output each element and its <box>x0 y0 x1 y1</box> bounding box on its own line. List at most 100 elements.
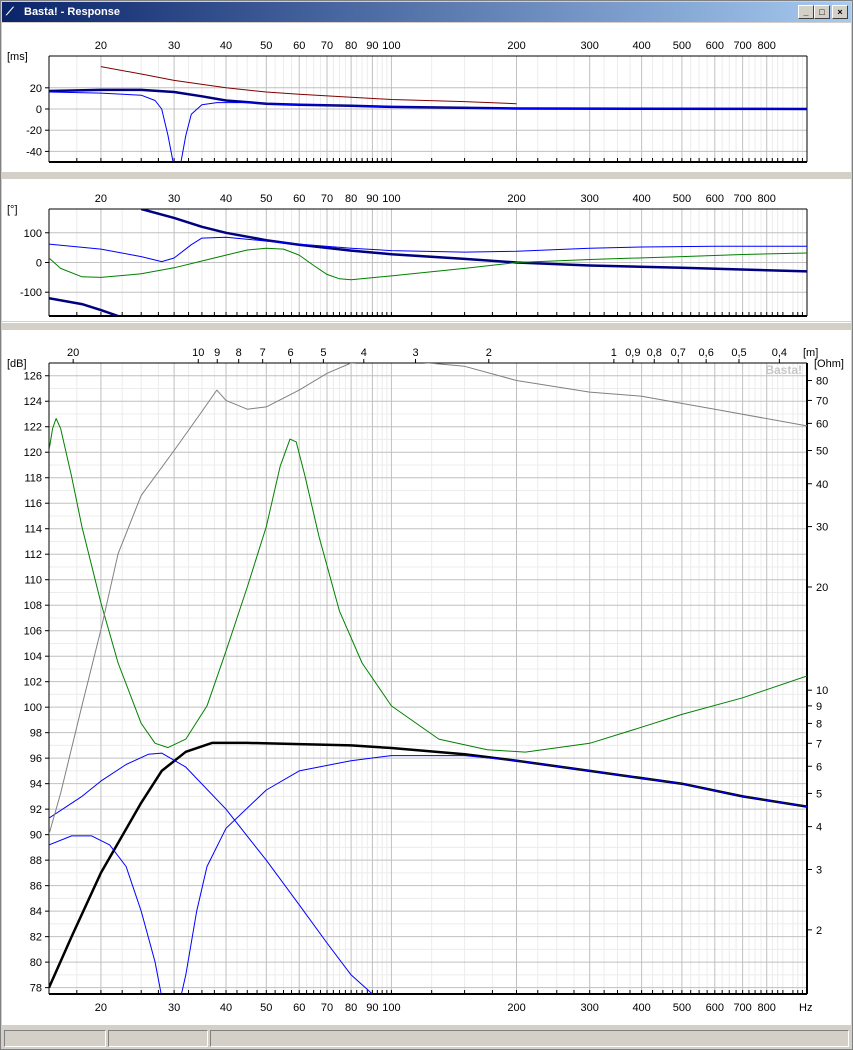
y-tick-label: 86 <box>30 881 42 893</box>
status-bar <box>2 1028 851 1048</box>
series-group <box>49 209 807 316</box>
series-line-2 <box>49 236 807 263</box>
y-tick-label: -20 <box>26 125 42 137</box>
y2-tick-label: 70 <box>816 395 828 407</box>
x-tick-label: 50 <box>260 193 272 205</box>
x-tick-label: 20 <box>95 40 107 52</box>
distance-tick-label: 2 <box>486 347 492 359</box>
y2-tick-label: 20 <box>816 582 828 594</box>
x-tick-label: 600 <box>706 1002 724 1014</box>
series-line-1 <box>49 752 373 994</box>
y-tick-label: 82 <box>30 932 42 944</box>
status-cell-2 <box>108 1030 208 1047</box>
close-button[interactable]: × <box>832 5 848 19</box>
y2-tick-label: 2 <box>816 925 822 937</box>
x-tick-label: 80 <box>345 193 357 205</box>
x-tick-label: 60 <box>293 1002 305 1014</box>
x-tick-label: 600 <box>706 193 724 205</box>
series-line-1 <box>49 296 119 316</box>
x-tick-label: 80 <box>345 40 357 52</box>
series-line-1 <box>49 88 807 111</box>
distance-tick-label: 8 <box>236 347 242 359</box>
x-tick-label: 40 <box>220 40 232 52</box>
x-tick-label: 70 <box>321 1002 333 1014</box>
y-tick-label: 106 <box>24 626 42 638</box>
y2-tick-label: 80 <box>816 376 828 388</box>
x-tick-label: 90 <box>366 193 378 205</box>
x-tick-label: 60 <box>293 193 305 205</box>
distance-tick-label: 20 <box>67 347 79 359</box>
distance-tick-label: 0,5 <box>731 347 746 359</box>
distance-tick-label: 0,7 <box>671 347 686 359</box>
x-tick-label: 400 <box>632 1002 650 1014</box>
x-tick-label: 20 <box>95 1002 107 1014</box>
x-tick-label: 200 <box>507 193 525 205</box>
x-tick-label: 40 <box>220 1002 232 1014</box>
y2-axis-label: [Ohm] <box>814 358 844 370</box>
y2-tick-label: 3 <box>816 864 822 876</box>
title-bar[interactable]: ⟋ Basta! - Response _ □ × <box>2 2 851 22</box>
x-tick-label: 700 <box>733 193 751 205</box>
x-tick-label: 20 <box>95 193 107 205</box>
series-line-3 <box>49 247 807 281</box>
series-group <box>49 66 807 162</box>
x-tick-label: 100 <box>382 40 400 52</box>
y-tick-label: 96 <box>30 753 42 765</box>
distance-tick-label: 4 <box>361 347 367 359</box>
y-tick-label: 100 <box>24 702 42 714</box>
y-tick-label: 78 <box>30 983 42 995</box>
y2-tick-label: 60 <box>816 418 828 430</box>
y-tick-label: 88 <box>30 855 42 867</box>
y-tick-label: 20 <box>30 83 42 95</box>
minimize-button[interactable]: _ <box>798 5 814 19</box>
window-title: Basta! - Response <box>24 6 120 18</box>
y-tick-label: 84 <box>30 906 42 918</box>
distance-tick-label: 0,9 <box>625 347 640 359</box>
maximize-button[interactable]: □ <box>814 5 830 19</box>
distance-tick-label: 3 <box>412 347 418 359</box>
group-delay-chart[interactable]: 200-20-40[ms]20 30 40 50 60 70 80 90 100 200 300 40… <box>2 23 851 171</box>
phase-chart[interactable]: 100 0 -100 [°] 20 30 40 50 60 70 80 90 100 200 300 400 5… <box>2 179 851 321</box>
y2-tick-label: 9 <box>816 701 822 713</box>
y-tick-label: 108 <box>24 600 42 612</box>
x-tick-label: 700 <box>733 1002 751 1014</box>
series-line-0 <box>100 66 517 105</box>
x-tick-label: 70 <box>321 40 333 52</box>
x-tick-label: 500 <box>673 40 691 52</box>
y-tick-label: 0 <box>36 104 42 116</box>
y-tick-label: 80 <box>30 957 42 969</box>
distance-tick-label: 10 <box>192 347 204 359</box>
distance-tick-label: 0,4 <box>772 347 787 359</box>
y-tick-label: 104 <box>24 651 42 663</box>
status-cell-1 <box>4 1030 106 1047</box>
y-axis-label: [ms] <box>7 51 28 63</box>
series-line-3 <box>49 418 807 753</box>
x-tick-label: 500 <box>673 193 691 205</box>
x-tick-label: 300 <box>581 1002 599 1014</box>
x-tick-label: 300 <box>581 40 599 52</box>
distance-tick-label: 5 <box>320 347 326 359</box>
x-tick-label: 600 <box>706 40 724 52</box>
y-tick-label: -40 <box>26 146 42 158</box>
series-line-0 <box>140 209 807 273</box>
status-cell-3 <box>210 1030 849 1047</box>
y-tick-label: 116 <box>24 498 42 510</box>
y2-tick-label: 8 <box>816 718 822 730</box>
x-tick-label: 90 <box>366 1002 378 1014</box>
x-tick-label: 700 <box>733 40 751 52</box>
series-line-2 <box>49 91 807 162</box>
x-tick-label: 80 <box>345 1002 357 1014</box>
y2-tick-label: 4 <box>816 822 822 834</box>
series-group <box>49 363 807 994</box>
spl-impedance-chart[interactable]: 7880828486889092949698100102104106108110… <box>2 330 851 1025</box>
y-tick-label: 122 <box>24 422 42 434</box>
y2-tick-label: 40 <box>816 479 828 491</box>
distance-tick-label: 9 <box>214 347 220 359</box>
y2-tick-label: 6 <box>816 761 822 773</box>
y-tick-label: 90 <box>30 830 42 842</box>
app-icon: ⟋ <box>6 6 14 18</box>
x-tick-label: 60 <box>293 40 305 52</box>
distance-tick-label: 6 <box>288 347 294 359</box>
distance-tick-label: 0,6 <box>699 347 714 359</box>
